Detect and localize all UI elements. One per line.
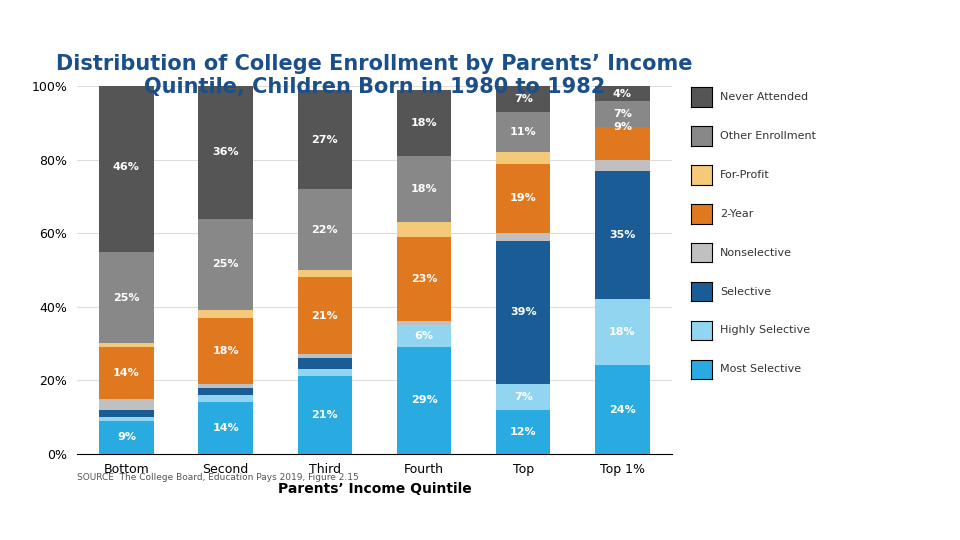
Text: 18%: 18% [411,118,438,128]
Text: 24%: 24% [609,404,636,415]
Bar [496,233,550,241]
Text: Other Enrollment: Other Enrollment [720,131,816,141]
Bar [396,347,451,454]
Text: 39%: 39% [510,307,537,317]
Text: 14%: 14% [212,423,239,433]
Text: 25%: 25% [212,260,239,269]
Text: Nonselective: Nonselective [720,248,792,258]
Bar [99,252,154,343]
Bar [99,421,154,454]
Bar [396,237,451,321]
Text: 35%: 35% [610,230,636,240]
Bar [396,321,451,325]
Bar [298,369,352,376]
Bar [595,171,650,299]
Bar [496,164,550,233]
X-axis label: Parents’ Income Quintile: Parents’ Income Quintile [277,482,471,496]
Text: For-Profit: For-Profit [720,170,770,180]
Bar [99,347,154,399]
Bar [199,395,252,402]
Bar [199,86,252,219]
Text: 2-Year: 2-Year [720,209,754,219]
Text: For detailed data, visit trends.collegeboard.org.: For detailed data, visit trends.collegeb… [48,515,297,524]
Bar [595,299,650,366]
Bar [496,86,550,112]
Bar [199,388,252,395]
Text: 7%: 7% [514,392,533,402]
Bar [99,343,154,347]
Bar [298,358,352,369]
Bar [496,409,550,454]
Bar [595,101,650,127]
Bar [496,384,550,409]
Text: SOURCE  The College Board, Education Pays 2019, Figure 2.15: SOURCE The College Board, Education Pays… [77,474,358,482]
Text: 9%: 9% [612,122,632,132]
Bar [199,384,252,388]
Text: 27%: 27% [311,134,338,145]
Bar [99,417,154,421]
Bar [298,376,352,454]
Bar [396,156,451,222]
Text: Selective: Selective [720,287,771,296]
Bar [496,241,550,384]
Text: 21%: 21% [311,410,338,420]
Bar [99,409,154,417]
Text: 25%: 25% [113,293,139,302]
Bar [298,354,352,358]
Text: Highly Selective: Highly Selective [720,326,810,335]
Text: 18%: 18% [411,184,438,194]
Bar [396,222,451,237]
Text: 46%: 46% [113,162,140,172]
Bar [298,278,352,354]
Bar [298,189,352,270]
Bar [199,219,252,310]
Bar [199,318,252,384]
Bar [595,366,650,454]
Text: 7%: 7% [514,94,533,104]
Text: 36%: 36% [212,147,239,158]
Bar [99,399,154,409]
Text: 29%: 29% [411,395,438,406]
Bar [595,127,650,160]
Bar [298,270,352,278]
Text: 19%: 19% [510,193,537,204]
Bar [396,90,451,156]
Bar [595,160,650,171]
Bar [595,86,650,101]
Bar [396,325,451,347]
Text: 6%: 6% [415,331,434,341]
Bar [199,310,252,318]
Text: Distribution of College Enrollment by Parents’ Income
Quintile, Children Born in: Distribution of College Enrollment by Pa… [56,54,693,97]
Bar [496,152,550,164]
Text: Education Pays 2019: Education Pays 2019 [425,515,535,524]
Bar [199,402,252,454]
Text: 11%: 11% [510,127,537,137]
Text: 9%: 9% [117,432,136,442]
Text: 12%: 12% [510,427,537,436]
Text: Never Attended: Never Attended [720,92,808,102]
Text: Most Selective: Most Selective [720,364,802,374]
Bar [298,90,352,189]
Text: 22%: 22% [311,225,338,234]
Bar [496,112,550,152]
Text: 23%: 23% [411,274,437,284]
Text: 18%: 18% [212,346,239,356]
Text: 7%: 7% [613,109,632,119]
Bar [99,83,154,252]
Text: 18%: 18% [609,327,636,338]
Text: 4%: 4% [612,89,632,99]
Text: 21%: 21% [311,311,338,321]
Text: ϒCollegeBoard: ϒCollegeBoard [845,515,922,524]
Text: 14%: 14% [113,368,140,378]
